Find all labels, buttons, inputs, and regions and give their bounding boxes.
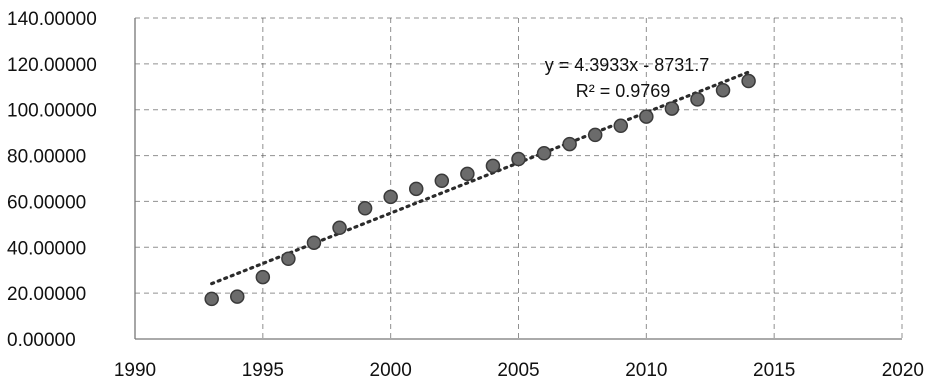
data-point <box>281 251 296 266</box>
y-tick-label: 0.00000 <box>7 330 76 351</box>
y-tick-label: 100.00000 <box>7 101 97 122</box>
y-tick-label: 80.00000 <box>7 147 86 168</box>
trendline-annotation: y = 4.3933x - 8731.7 R² = 0.9769 <box>545 55 710 101</box>
data-point <box>408 181 424 197</box>
data-point <box>613 118 629 134</box>
data-point <box>357 201 373 216</box>
data-point <box>741 73 756 89</box>
data-point <box>664 101 680 116</box>
data-point <box>434 173 450 189</box>
x-tick-label: 2015 <box>753 360 795 381</box>
x-tick-label: 1990 <box>114 360 156 381</box>
x-tick-label: 2005 <box>497 360 539 381</box>
data-point <box>332 220 347 236</box>
data-point <box>511 151 526 167</box>
axis-layer <box>134 18 902 340</box>
data-point <box>204 291 219 307</box>
trendline-r-squared: R² = 0.9769 <box>576 81 671 101</box>
trendline-layer <box>210 70 751 286</box>
data-point <box>230 289 245 304</box>
data-point <box>587 127 603 143</box>
y-tick-label: 120.00000 <box>7 55 97 76</box>
data-point <box>383 189 398 205</box>
data-point <box>639 109 654 124</box>
data-points <box>204 73 756 307</box>
x-tick-label: 2020 <box>882 360 924 381</box>
trendline <box>210 70 751 286</box>
x-tick-label: 2000 <box>370 360 412 381</box>
data-point <box>485 158 501 174</box>
data-point <box>562 136 577 152</box>
trendline-equation: y = 4.3933x - 8731.7 <box>545 55 710 75</box>
data-point <box>715 82 731 98</box>
y-tick-label: 140.00000 <box>7 9 97 30</box>
x-tick-label: 1995 <box>242 360 284 381</box>
data-point <box>255 269 271 285</box>
grid-layer <box>135 17 903 339</box>
tick-labels: 0.00000 20.00000 40.00000 60.00000 80.00000 1… <box>7 9 924 381</box>
x-tick-label: 2010 <box>625 360 667 381</box>
y-tick-label: 60.00000 <box>7 192 86 213</box>
data-point <box>306 235 322 250</box>
y-tick-label: 20.00000 <box>7 284 86 305</box>
y-tick-label: 40.00000 <box>7 238 86 259</box>
data-point <box>536 146 552 161</box>
data-point <box>690 92 705 107</box>
data-point <box>460 166 475 182</box>
